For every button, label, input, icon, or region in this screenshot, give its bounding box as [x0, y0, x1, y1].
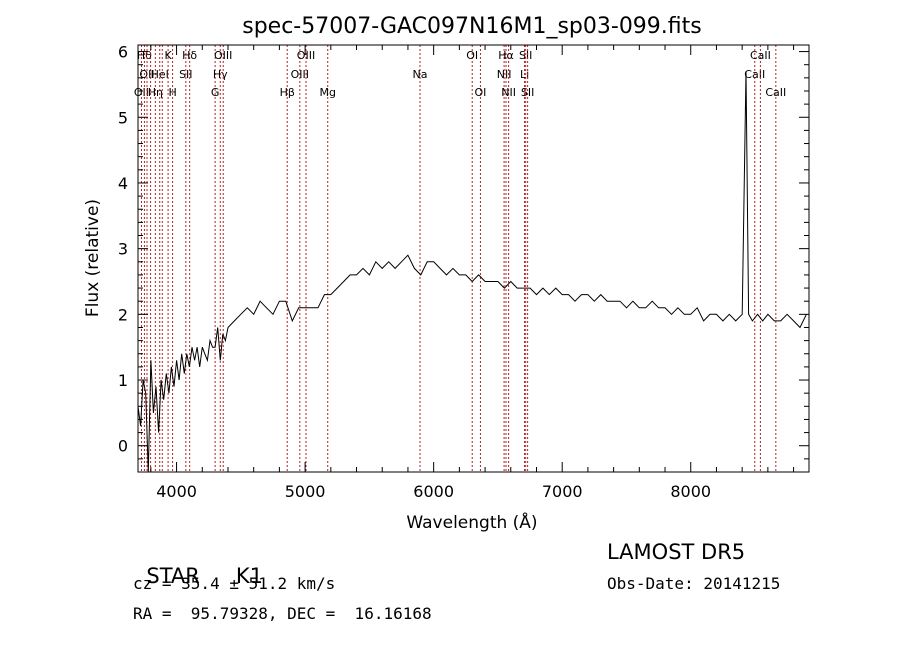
line-marker-label-24: Li: [520, 68, 529, 81]
y-tick-label-4: 4: [118, 174, 128, 193]
line-marker-label-16: OIII: [297, 49, 315, 62]
line-marker-label-12: Hγ: [213, 68, 228, 81]
survey-label: LAMOST DR5: [607, 540, 746, 564]
line-marker-label-10: Hδ: [182, 49, 197, 62]
line-marker-label-1: Hθ: [137, 49, 152, 62]
line-marker-label-26: SII: [521, 86, 534, 99]
x-tick-label-7000: 7000: [542, 482, 583, 501]
line-marker-label-22: Hα: [498, 49, 514, 62]
subclass-label: K1: [235, 564, 263, 588]
plot-frame: [137, 44, 810, 473]
spectrum-line: [137, 71, 807, 473]
line-marker-label-9: SII: [179, 68, 192, 81]
x-axis-label: Wavelength (Å): [406, 511, 537, 533]
y-tick-label-3: 3: [118, 240, 128, 259]
line-marker-label-15: OIII: [291, 68, 309, 81]
spectrum-series: [137, 71, 807, 473]
chart-title: spec-57007-GAC097N16M1_sp03-099.fits: [242, 14, 702, 39]
line-marker-label-19: OI: [466, 49, 478, 62]
line-marker-label-4: Hη: [148, 86, 163, 99]
line-marker-label-21: NII: [497, 68, 512, 81]
x-tick-label-5000: 5000: [285, 482, 326, 501]
line-marker-label-5: HeI: [151, 68, 169, 81]
x-tick-label-4000: 4000: [156, 482, 197, 501]
line-marker-label-11: G: [211, 86, 220, 99]
y-tick-label-5: 5: [118, 108, 128, 127]
x-tick-label-8000: 8000: [670, 482, 711, 501]
line-marker-label-7: K: [164, 49, 172, 62]
object-class: STAR K1: [133, 540, 263, 588]
redshift-readout: cz = 35.4 ± 51.2 km/s: [133, 574, 336, 593]
y-tick-label-0: 0: [118, 437, 128, 456]
line-marker-label-20: OI: [474, 86, 486, 99]
y-axis-label: Flux (relative): [83, 199, 103, 317]
y-tick-label-2: 2: [118, 305, 128, 324]
line-marker-label-27: CaII: [744, 68, 765, 81]
line-marker-label-14: Hβ: [280, 86, 295, 99]
line-marker-label-28: CaII: [750, 49, 771, 62]
line-marker-label-25: SII: [519, 49, 532, 62]
line-marker-label-13: OIII: [214, 49, 232, 62]
class-label: STAR: [146, 564, 200, 588]
line-marker-label-8: H: [168, 86, 176, 99]
y-tick-label-6: 6: [118, 43, 128, 62]
spectral-line-markers: OIIHθOIIHηHeIKHSIIHδGHγOIIIHβOIIIOIIIMgN…: [134, 45, 786, 472]
axis-ticks: 4000 5000 6000 7000 8000 0 1 2 3 4 5 6: [118, 43, 809, 501]
line-marker-label-23: NII: [501, 86, 516, 99]
y-tick-label-1: 1: [118, 371, 128, 390]
line-marker-label-17: Mg: [319, 86, 335, 99]
line-marker-label-29: CaII: [765, 86, 786, 99]
line-marker-label-18: Na: [413, 68, 428, 81]
x-tick-label-6000: 6000: [413, 482, 454, 501]
coordinates-readout: RA = 95.79328, DEC = 16.16168: [133, 604, 432, 623]
obs-date-readout: Obs-Date: 20141215: [607, 574, 781, 593]
